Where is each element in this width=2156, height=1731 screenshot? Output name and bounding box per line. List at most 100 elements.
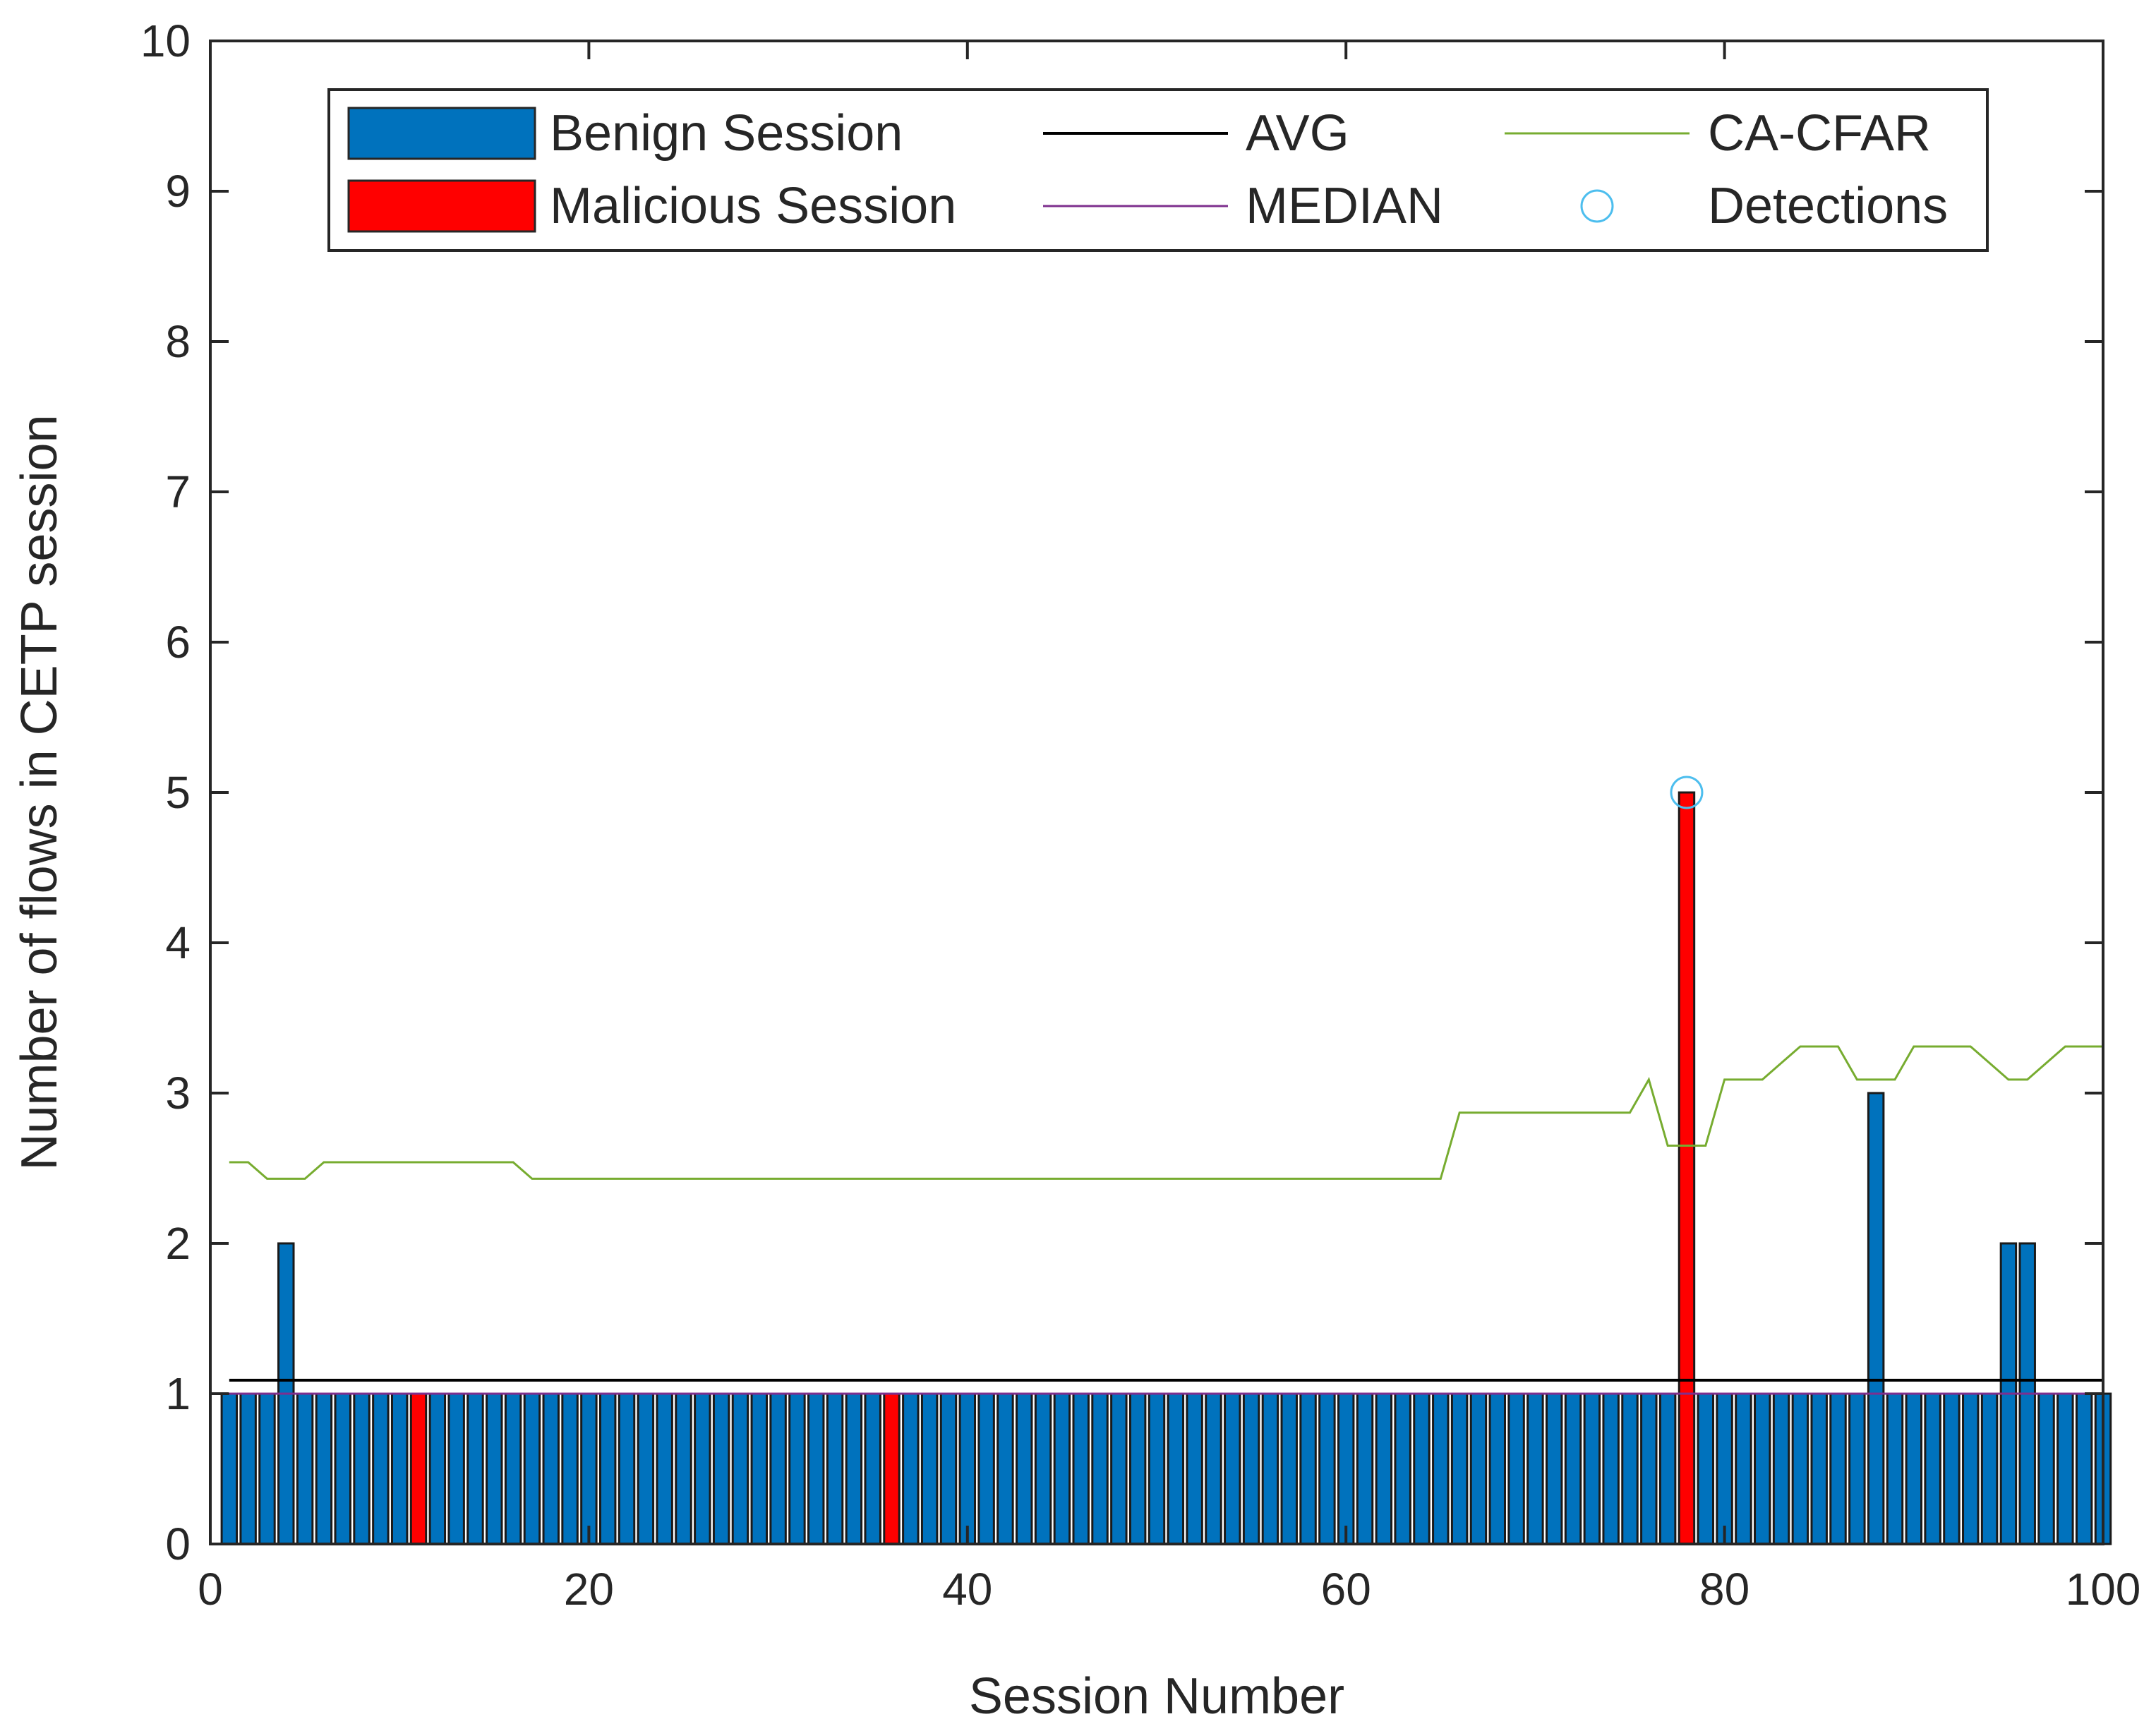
y-axis-title: Number of flows in CETP session [11,414,68,1170]
x-tick-label: 80 [1699,1564,1750,1615]
legend-median-label: MEDIAN [1246,178,1443,234]
legend-benign-label: Benign Session [550,105,903,162]
benign-bar-10 [390,1392,409,1545]
y-tick-label: 8 [165,316,191,367]
benign-bar-59 [1318,1392,1336,1545]
benign-bar-65 [1432,1392,1450,1545]
benign-bar-35 [864,1392,881,1545]
benign-bar-62 [1375,1392,1393,1545]
y-tick-label: 10 [140,16,191,66]
benign-bar-89 [1886,1392,1904,1545]
benign-bar-46 [1072,1392,1090,1545]
legend-detections-label: Detections [1708,178,1948,234]
benign-bar-34 [845,1392,863,1545]
legend-malicious-swatch [347,179,536,233]
legend-malicious-label: Malicious Session [550,178,956,234]
benign-bar-2 [239,1392,257,1545]
y-tick-label: 5 [165,767,191,818]
benign-bar-17 [523,1392,541,1545]
y-tick-label: 2 [165,1218,191,1269]
benign-bar-29 [750,1392,769,1545]
benign-bar-87 [1848,1392,1866,1545]
benign-bar-21 [598,1392,617,1545]
malicious-bar-78 [1678,791,1696,1545]
x-tick-label: 0 [198,1564,223,1615]
benign-bar-41 [977,1392,995,1545]
benign-bar-75 [1621,1392,1639,1545]
benign-bar-47 [1091,1392,1109,1545]
benign-bar-50 [1148,1392,1166,1545]
benign-bar-72 [1564,1392,1582,1545]
legend-ca-cfar-label: CA-CFAR [1708,105,1931,162]
benign-bar-84 [1791,1392,1809,1545]
ticks: 0 20 40 60 80 100 0 1 2 3 4 5 6 7 8 9 10 [140,16,2141,1615]
benign-bar-33 [826,1392,844,1545]
y-tick-label: 0 [165,1519,191,1569]
benign-bar-76 [1640,1392,1658,1545]
benign-bar-9 [372,1392,390,1545]
benign-bar-57 [1280,1392,1298,1545]
benign-bar-40 [958,1392,977,1545]
benign-bar-80 [1716,1392,1733,1545]
benign-bar-99 [2075,1392,2093,1545]
benign-bar-14 [466,1392,484,1545]
benign-bar-83 [1772,1392,1790,1545]
ca-cfar-line [229,1045,2103,1180]
benign-bar-74 [1602,1392,1620,1545]
benign-bar-42 [996,1392,1014,1545]
benign-bar-22 [618,1392,636,1545]
benign-bar-7 [334,1392,351,1545]
legend-benign-swatch [347,107,536,160]
benign-bar-73 [1583,1392,1601,1545]
benign-bar-37 [902,1392,920,1545]
benign-bar-94 [1980,1392,1999,1545]
x-tick-label: 60 [1321,1564,1371,1615]
benign-bar-12 [428,1392,447,1545]
benign-bar-81 [1735,1392,1752,1545]
benign-bar-82 [1754,1392,1771,1545]
benign-bar-52 [1186,1392,1203,1545]
benign-bar-32 [807,1392,825,1545]
benign-bar-15 [486,1392,503,1545]
benign-bar-70 [1526,1392,1544,1545]
benign-bar-58 [1299,1392,1317,1545]
benign-bar-48 [1110,1392,1128,1545]
benign-bar-86 [1829,1392,1847,1545]
benign-bar-5 [296,1392,314,1545]
benign-bar-3 [258,1392,276,1545]
benign-bar-98 [2056,1392,2074,1545]
benign-bar-45 [1053,1392,1071,1545]
benign-bar-43 [1016,1392,1033,1545]
y-tick-label: 1 [165,1368,191,1419]
benign-bar-90 [1905,1392,1923,1545]
benign-bar-27 [712,1392,730,1545]
benign-bar-54 [1224,1392,1241,1545]
benign-bar-77 [1658,1392,1677,1545]
benign-bar-49 [1128,1392,1147,1545]
benign-bar-63 [1394,1392,1411,1545]
benign-bar-24 [656,1392,673,1545]
benign-bar-91 [1924,1392,1941,1545]
benign-bar-53 [1205,1392,1222,1545]
benign-bar-64 [1413,1392,1431,1545]
benign-bar-44 [1034,1392,1052,1545]
y-tick-label: 9 [165,166,191,217]
benign-bar-28 [731,1392,749,1545]
benign-bar-8 [353,1392,371,1545]
benign-bar-60 [1337,1392,1355,1545]
malicious-bar-36 [883,1392,901,1545]
benign-bar-69 [1507,1392,1525,1545]
benign-bar-68 [1488,1392,1506,1545]
benign-bar-18 [542,1392,560,1545]
benign-bar-71 [1545,1392,1563,1545]
benign-bar-13 [447,1392,465,1545]
benign-bar-92 [1943,1392,1961,1545]
y-tick-label: 4 [165,917,191,968]
benign-bar-38 [920,1392,939,1545]
legend: Benign Session Malicious Session AVG MED… [327,88,1989,252]
benign-bar-85 [1810,1392,1828,1545]
benign-bar-56 [1261,1392,1279,1545]
benign-bar-67 [1469,1392,1488,1545]
axes: 0 20 40 60 80 100 0 1 2 3 4 5 6 7 8 9 10 [140,16,2141,1615]
